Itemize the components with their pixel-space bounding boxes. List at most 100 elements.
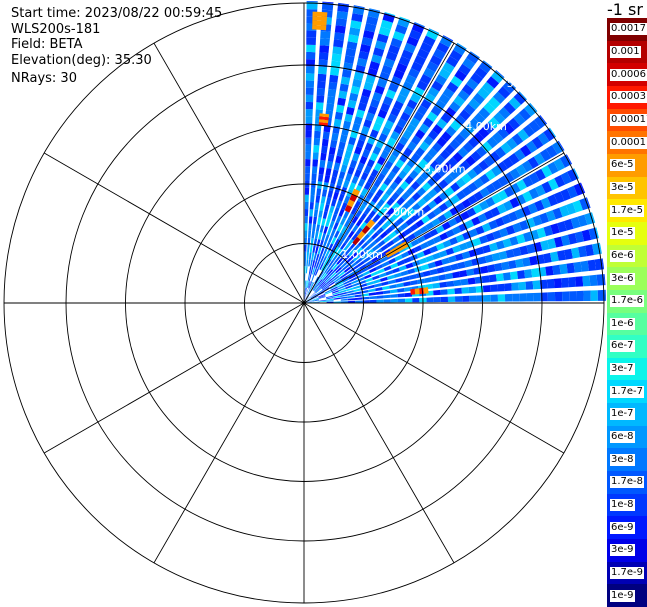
range-gate-cell — [331, 132, 339, 141]
range-gate-cell — [312, 223, 316, 232]
range-gate-cell — [505, 249, 515, 259]
range-gate-cell — [521, 160, 533, 173]
range-gate-cell — [445, 55, 459, 68]
colorbar-tick-label: 1e-6 — [610, 317, 635, 330]
range-gate-cell — [316, 278, 322, 285]
range-gate-cell — [396, 62, 408, 73]
range-gate-cell — [583, 290, 591, 301]
range-gate-cell — [321, 145, 328, 154]
range-gate-cell — [447, 296, 456, 302]
range-gate-cell — [515, 258, 524, 268]
colorbar-tick-label: 3e-7 — [610, 363, 635, 376]
range-gate-cell — [443, 265, 452, 273]
range-gate-cell — [401, 202, 411, 211]
range-gate-cell — [306, 288, 309, 296]
range-gate-cell — [568, 276, 576, 288]
range-gate-cell — [324, 275, 330, 282]
range-gate-cell — [305, 300, 312, 303]
range-gate-cell — [407, 141, 417, 152]
range-gate-cell — [344, 219, 351, 228]
range-gate-cell — [433, 297, 441, 303]
range-gate-cell — [305, 94, 314, 103]
range-gate-cell — [368, 210, 376, 219]
range-gate-cell — [340, 225, 347, 234]
range-gate-cell — [395, 24, 408, 35]
range-gate-cell — [435, 74, 447, 86]
range-gate-cell — [549, 127, 557, 138]
range-gate-cell — [452, 226, 462, 235]
range-gate-cell — [384, 12, 396, 16]
range-gate-cell — [469, 295, 477, 302]
range-gate-cell — [304, 296, 310, 303]
range-gate-cell — [383, 58, 395, 68]
range-gate-cell — [377, 217, 385, 226]
range-gate-cell — [311, 296, 319, 300]
range-gate-cell — [317, 217, 322, 225]
range-gate-cell — [321, 138, 329, 147]
range-gate-cell — [491, 165, 502, 177]
range-gate-cell — [457, 261, 466, 269]
range-gate-cell — [362, 270, 371, 276]
range-gate-cell — [447, 157, 458, 168]
range-gate-cell — [535, 184, 546, 197]
range-gate-cell — [319, 203, 325, 211]
range-gate-cell — [403, 105, 414, 116]
range-ring-label: 5. — [507, 77, 518, 90]
range-gate-cell — [411, 61, 423, 73]
range-gate-cell — [482, 244, 491, 254]
range-gate-cell — [539, 148, 552, 162]
range-gate-cell — [512, 247, 522, 257]
range-gate-cell — [531, 268, 540, 278]
range-gate-cell — [335, 279, 342, 285]
range-gate-cell — [508, 97, 522, 110]
range-gate-cell — [550, 251, 559, 262]
range-gate-cell — [433, 183, 443, 194]
range-labels: 1.00km 2.00km 3.00km 4.00km 5. — [341, 77, 517, 261]
colorbar-tick-label: 6e-7 — [610, 340, 635, 353]
range-gate-cell — [330, 272, 337, 279]
range-gate-cell — [331, 236, 337, 245]
range-gate-cell — [374, 283, 382, 288]
range-gate-cell — [384, 160, 394, 170]
range-gate-cell — [588, 227, 598, 240]
range-gate-cell — [316, 188, 322, 196]
range-gate-cell — [416, 187, 427, 197]
range-gate-cell — [378, 272, 387, 278]
range-gate-cell — [344, 150, 352, 159]
range-gate-cell — [377, 268, 385, 274]
range-gate-cell — [422, 193, 432, 203]
range-gate-cell — [338, 141, 346, 150]
range-gate-cell — [486, 136, 498, 149]
colorbar-tick-label: 1e-5 — [610, 227, 635, 240]
range-gate-cell — [464, 219, 475, 229]
range-gate-cell — [317, 291, 325, 296]
polar-plot: 1.00km 2.00km 3.00km 4.00km 5. — [3, 1, 606, 604]
range-gate-cell — [312, 300, 320, 303]
range-gate-cell — [305, 300, 313, 303]
range-gate-cell — [539, 115, 548, 125]
range-gate-cell — [536, 227, 547, 239]
range-gate-cell — [317, 262, 322, 270]
range-gate-cell — [334, 238, 340, 247]
range-gate-cell — [409, 223, 419, 232]
range-gate-cell — [446, 280, 455, 287]
range-gate-cell — [422, 117, 434, 128]
range-gate-cell — [461, 198, 472, 209]
range-gate-cell — [351, 13, 364, 23]
range-gate-cell — [320, 152, 327, 161]
range-gate-cell — [585, 244, 594, 257]
range-gate-cell — [317, 279, 323, 286]
range-gate-cell — [320, 282, 326, 288]
range-gate-cell — [309, 202, 314, 210]
range-gate-cell — [304, 258, 306, 267]
range-gate-cell — [392, 236, 401, 244]
range-gate-cell — [355, 227, 363, 236]
range-gate-cell — [348, 230, 355, 239]
colorbar: 0.0017 0.001 0.0006 0.0003 0.00017 0.0001 6e-5… — [607, 18, 647, 607]
range-gate-cell — [518, 91, 527, 100]
range-gate-cell — [433, 48, 446, 60]
range-gate-cell — [407, 268, 416, 275]
range-gate-cell — [348, 182, 356, 191]
range-gate-cell — [511, 282, 519, 291]
range-gate-cell — [449, 237, 458, 246]
